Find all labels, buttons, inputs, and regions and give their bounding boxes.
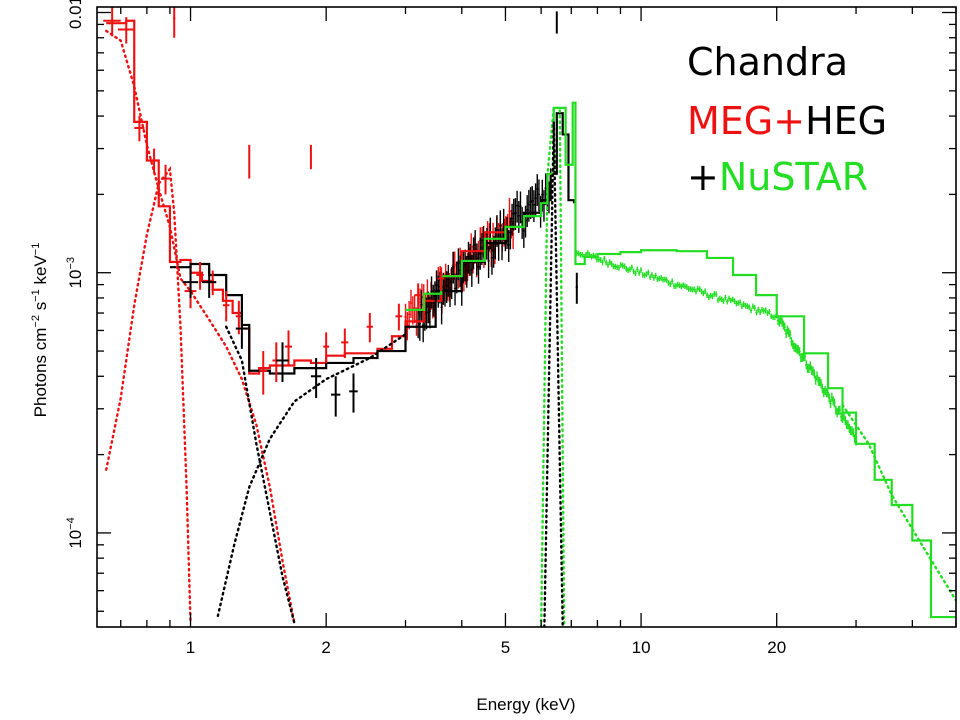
nustar-model-line	[405, 101, 956, 619]
heg-soft-tail-line	[225, 325, 296, 625]
plot-frame	[96, 6, 957, 628]
x-tick-label: 5	[501, 638, 510, 657]
plot-area	[103, 7, 956, 627]
legend: Chandra MEG+HEG +NuSTAR	[687, 40, 887, 199]
legend-line: +NuSTAR	[687, 155, 868, 199]
x-tick-label: 1	[186, 638, 195, 657]
meg-model-line	[106, 19, 507, 375]
y-tick-label: 10−4	[65, 517, 85, 548]
legend-entry: Chandra	[687, 40, 848, 84]
x-tick-label: 2	[321, 638, 330, 657]
legend-entry: MEG+	[687, 99, 805, 143]
axis-ticks	[97, 7, 957, 627]
legend-entry: +	[687, 155, 719, 199]
heg-hard-comp-line	[216, 333, 407, 618]
legend-line: MEG+HEG	[687, 99, 887, 143]
heg-line-drop-line	[543, 121, 564, 627]
x-axis-title: Energy (keV)	[476, 695, 575, 714]
legend-entry: NuSTAR	[719, 155, 868, 199]
x-tick-label: 20	[767, 638, 786, 657]
y-tick-label: 0.01	[66, 0, 85, 29]
axis-tick-labels: 1 2 5 10 20 0.01 10−3 10−4	[65, 0, 786, 657]
meg-soft-comp-line	[105, 29, 296, 625]
legend-line: Chandra	[687, 40, 848, 84]
y-tick-label: 10−3	[65, 257, 85, 288]
x-tick-label: 10	[632, 638, 651, 657]
legend-entry: HEG	[805, 99, 887, 143]
y-axis-title: Photons cm−2 s−1 keV−1	[30, 243, 50, 418]
nustar-line-drop-line	[539, 106, 566, 627]
nustar-powerlaw-dots-line	[841, 403, 956, 602]
meg-rise-comp-line	[105, 166, 192, 625]
